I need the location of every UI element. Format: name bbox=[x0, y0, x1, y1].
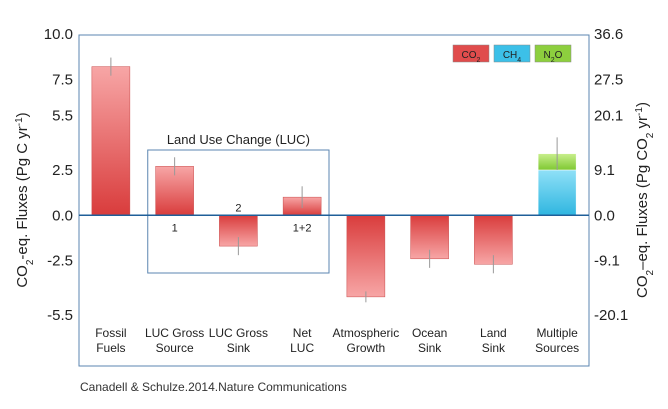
bar-4 bbox=[346, 215, 386, 298]
legend-label: CO2 bbox=[462, 50, 481, 64]
right-tick-label: 27.5 bbox=[594, 71, 623, 88]
left-axis-label: CO2-eq. Fluxes (Pg C yr-1) bbox=[14, 112, 36, 287]
category-label: Net LUC bbox=[290, 326, 314, 355]
legend-swatch bbox=[493, 44, 531, 63]
source-credit: Canadell & Schulze.2014.Nature Communica… bbox=[80, 380, 347, 394]
right-tick-label: -20.1 bbox=[594, 307, 628, 324]
luc-annotations: 1 2 1+2 bbox=[172, 202, 312, 234]
bar-0 bbox=[91, 66, 131, 216]
left-tick-label: 10.0 bbox=[44, 26, 73, 43]
left-tick-label: 0.0 bbox=[52, 207, 73, 224]
error-bars-layer bbox=[110, 57, 558, 303]
legend-swatch bbox=[534, 44, 572, 63]
bars-layer bbox=[91, 66, 577, 298]
legend-entry: CO2 bbox=[452, 44, 490, 64]
right-axis-ticks: 36.6 27.5 20.1 9.1 0.0 -9.1 -20.1 bbox=[594, 26, 628, 324]
right-tick-label: 9.1 bbox=[594, 162, 615, 179]
category-label: Atmospheric Growth bbox=[333, 326, 400, 355]
category-label: Fossil Fuels bbox=[95, 326, 126, 355]
right-tick-label: 36.6 bbox=[594, 26, 623, 43]
left-axis-ticks: 10.0 7.5 5.5 2.5 0.0 -2.5 -5.5 bbox=[44, 26, 73, 324]
left-tick-label: -2.5 bbox=[47, 253, 73, 270]
right-axis-label: CO2–eq. Fluxes (Pg CO2 yr-1) bbox=[634, 102, 656, 298]
luc-label: 1 bbox=[172, 222, 178, 234]
right-tick-label: -9.1 bbox=[594, 253, 620, 270]
legend-entry: CH4 bbox=[493, 44, 531, 64]
category-label: Ocean Sink bbox=[412, 326, 447, 355]
luc-group-box bbox=[147, 149, 330, 274]
luc-group-title: Land Use Change (LUC) bbox=[167, 132, 310, 147]
legend-label: CH4 bbox=[503, 50, 521, 64]
legend-label: N2O bbox=[544, 50, 563, 64]
left-tick-label: 2.5 bbox=[52, 162, 73, 179]
luc-label: 2 bbox=[235, 202, 241, 214]
category-label: Land Sink bbox=[480, 326, 507, 355]
plot-frame bbox=[78, 34, 590, 367]
left-tick-label: 5.5 bbox=[52, 108, 73, 125]
category-label: LUC Gross Source bbox=[145, 326, 204, 355]
legend-entry: N2O bbox=[534, 44, 572, 64]
right-tick-label: 20.1 bbox=[594, 108, 623, 125]
luc-label: 1+2 bbox=[293, 222, 312, 234]
category-label: Multiple Sources bbox=[535, 326, 579, 355]
left-tick-label: 7.5 bbox=[52, 71, 73, 88]
legend: CO2 CH4 N2O bbox=[452, 44, 572, 64]
bar-multiple-sources-ch4 bbox=[537, 169, 577, 216]
right-tick-label: 0.0 bbox=[594, 207, 615, 224]
legend-swatch bbox=[452, 44, 490, 63]
category-label: LUC Gross Sink bbox=[209, 326, 268, 355]
left-tick-label: -5.5 bbox=[47, 307, 73, 324]
